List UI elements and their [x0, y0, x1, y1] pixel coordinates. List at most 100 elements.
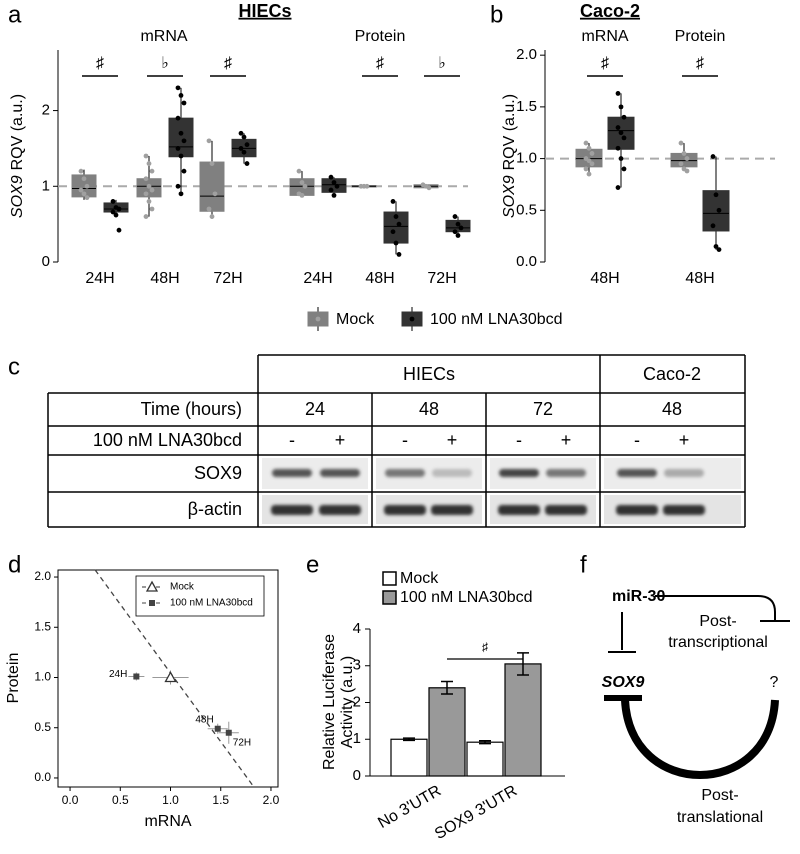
- data-point: [212, 191, 218, 197]
- y-tick-label: 1: [353, 730, 361, 747]
- data-point: [390, 199, 396, 204]
- data-point: [181, 168, 187, 174]
- y-tick-label: 4: [353, 620, 361, 637]
- box: [575, 148, 603, 168]
- legend-label: 100 nM LNA30bcd: [170, 598, 253, 609]
- y-tick-label: 0.5: [34, 720, 51, 734]
- x-tick-label: 1.5: [212, 793, 229, 807]
- data-point: [225, 729, 232, 736]
- data-point: [390, 229, 396, 235]
- sox9-band: [617, 469, 657, 477]
- data-point: [81, 191, 87, 197]
- plot-frame: [57, 569, 279, 788]
- data-point: [238, 146, 244, 151]
- data-point: [149, 168, 155, 174]
- sox9-band: [546, 469, 586, 477]
- data-point: [618, 156, 624, 161]
- table-cell: +: [679, 430, 690, 450]
- data-point: [684, 156, 690, 161]
- x-tick-label: No 3'UTR: [375, 782, 444, 832]
- data-point: [364, 183, 370, 189]
- x-tick-label: 0.0: [62, 793, 79, 807]
- data-point: [331, 192, 337, 198]
- x-tick-label: 24H: [303, 270, 332, 287]
- data-point: [133, 673, 140, 680]
- data-point: [586, 145, 592, 151]
- legend-swatch: [382, 571, 397, 586]
- actin-band: [384, 505, 426, 515]
- point-label: 72H: [233, 737, 251, 748]
- y-tick-label: 1.0: [516, 150, 537, 167]
- error-bar: [403, 737, 415, 742]
- gene-name: SOX9: [9, 175, 26, 218]
- panel-label: a: [8, 1, 22, 28]
- data-point: [589, 151, 595, 156]
- data-point: [393, 240, 399, 246]
- bar: [466, 741, 504, 777]
- significance-marker: ♯: [601, 55, 609, 72]
- box: [71, 174, 97, 198]
- legend-swatch: [382, 590, 397, 605]
- target: SOX9: [602, 674, 645, 691]
- data-point: [618, 104, 624, 110]
- data-point: [206, 138, 212, 144]
- x-tick-label: 2.0: [263, 793, 280, 807]
- data-point: [81, 176, 87, 182]
- y-axis-label: Activity (a.u.): [339, 656, 356, 748]
- data-point: [143, 153, 149, 159]
- gene-name: SOX9: [501, 175, 518, 218]
- y-tick-label: 0: [42, 253, 50, 270]
- edge-label: translational: [677, 809, 763, 826]
- error-bar: [441, 680, 453, 695]
- data-point: [621, 114, 627, 120]
- table-cell: 72: [533, 399, 553, 419]
- sox9-band: [664, 469, 704, 477]
- data-point: [113, 212, 119, 218]
- data-point: [244, 142, 250, 148]
- data-point: [78, 168, 84, 174]
- data-point: [331, 180, 337, 185]
- significance-marker: ♯: [376, 55, 384, 72]
- actin-band: [431, 505, 473, 515]
- box: [321, 178, 347, 193]
- data-point: [452, 229, 458, 235]
- data-point: [678, 140, 684, 146]
- data-point: [713, 244, 719, 249]
- legend-frame: [135, 575, 265, 617]
- table-header: Caco-2: [643, 364, 701, 384]
- legend-label: Mock: [400, 570, 439, 587]
- diagram-arrows: [604, 595, 790, 779]
- data-point: [589, 161, 595, 167]
- blots: [262, 458, 741, 524]
- data-point: [618, 130, 624, 136]
- legend-label: Mock: [336, 311, 375, 328]
- data-point: [241, 134, 247, 140]
- data-point: [84, 195, 90, 201]
- data-point: [452, 214, 458, 219]
- significance-marker: ♭: [161, 55, 169, 72]
- data-point: [615, 91, 621, 96]
- edge-label: Post-: [701, 787, 738, 804]
- x-tick-label: 0.5: [112, 793, 129, 807]
- legend-label: Mock: [170, 582, 195, 593]
- actin-band: [319, 505, 361, 515]
- y-axis-label: Relative Luciferase: [321, 634, 338, 770]
- data-point: [178, 191, 184, 197]
- legend-dot: [409, 316, 415, 322]
- significance-marker: ♯: [224, 55, 232, 72]
- point-label: 48H: [195, 714, 213, 725]
- y-tick-label: 2.0: [34, 569, 51, 583]
- legend-marker: [149, 600, 155, 606]
- data-point: [143, 214, 149, 219]
- table-cell: 24: [305, 399, 325, 419]
- data-point: [586, 171, 592, 177]
- data-point: [175, 183, 181, 189]
- y-tick-label: 3: [353, 657, 361, 674]
- sox9-band: [320, 469, 360, 477]
- data-point: [716, 207, 722, 213]
- data-point: [328, 174, 334, 180]
- table-cell: 48: [662, 399, 682, 419]
- data-point: [143, 176, 149, 182]
- data-point: [181, 138, 187, 144]
